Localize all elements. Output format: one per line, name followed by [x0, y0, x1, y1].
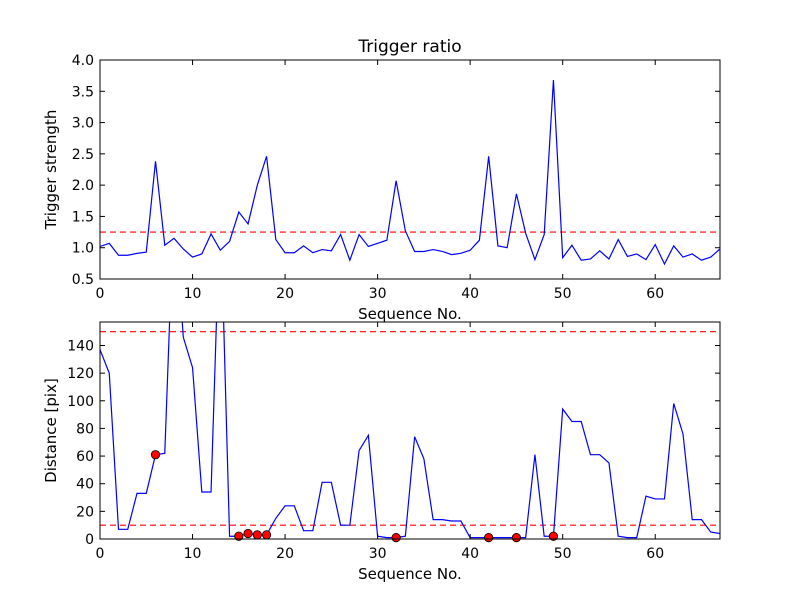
- x-tick-label: 10: [184, 546, 202, 562]
- y-tick-label: 80: [76, 421, 94, 437]
- x-axis-label: Sequence No.: [358, 565, 462, 583]
- chart-title: Trigger ratio: [357, 37, 461, 57]
- x-tick-label: 30: [369, 546, 387, 562]
- y-tick-label: 140: [67, 338, 94, 354]
- y-tick-label: 0: [85, 532, 94, 548]
- axes-frame: [99, 59, 721, 280]
- x-tick-label: 60: [646, 286, 664, 302]
- x-tick-label: 50: [554, 546, 572, 562]
- y-tick-label: 20: [76, 504, 94, 520]
- x-tick-label: 0: [96, 286, 105, 302]
- marker-point: [548, 531, 559, 541]
- marker-point: [511, 533, 522, 543]
- axes-frame: [99, 321, 721, 540]
- series-line-0: [100, 322, 720, 539]
- y-tick-label: 3.0: [72, 116, 94, 132]
- y-tick-label: 1.0: [72, 241, 94, 257]
- x-axis-label: Sequence No.: [358, 305, 462, 323]
- marker-point: [484, 533, 494, 543]
- y-axis-label: Trigger strength: [42, 110, 60, 231]
- marker-point: [243, 528, 253, 539]
- y-tick-label: 3.5: [72, 84, 94, 100]
- x-tick-label: 60: [646, 546, 664, 562]
- marker-point: [252, 530, 262, 540]
- x-tick-label: 20: [276, 546, 294, 562]
- distance-chart: 0 10 20 30 40 50 60 0 20 40 60 80 100 120 140 Sequence …: [42, 321, 721, 583]
- y-tick-label: 0.5: [72, 272, 94, 288]
- y-tick-label: 4.0: [72, 53, 94, 69]
- y-tick-label: 40: [76, 477, 94, 493]
- y-tick-label: 60: [76, 449, 94, 465]
- x-tick-label: 0: [96, 546, 105, 562]
- x-tick-label: 20: [276, 286, 294, 302]
- marker-point: [391, 533, 401, 543]
- y-tick-label: 100: [67, 394, 94, 410]
- y-tick-label: 1.5: [72, 209, 94, 225]
- x-tick-label: 30: [369, 286, 387, 302]
- x-tick-label: 10: [184, 286, 202, 302]
- y-axis-label: Distance [pix]: [42, 378, 60, 483]
- y-tick-label: 2.5: [72, 147, 94, 163]
- x-tick-label: 40: [461, 286, 479, 302]
- y-tick-label: 120: [67, 366, 94, 382]
- series-line-0: [100, 79, 720, 266]
- y-tick-label: 2.0: [72, 178, 94, 194]
- marker-point: [261, 530, 272, 540]
- trigger-ratio-chart: 0 10 20 30 40 50 60 0.5 1.0 1.5 2.0 2.5 3.0 3.5 4.0 Seq…: [42, 37, 721, 323]
- x-tick-label: 40: [461, 546, 479, 562]
- marker-point: [150, 450, 161, 460]
- marker-point: [234, 531, 244, 541]
- x-tick-label: 50: [554, 286, 572, 302]
